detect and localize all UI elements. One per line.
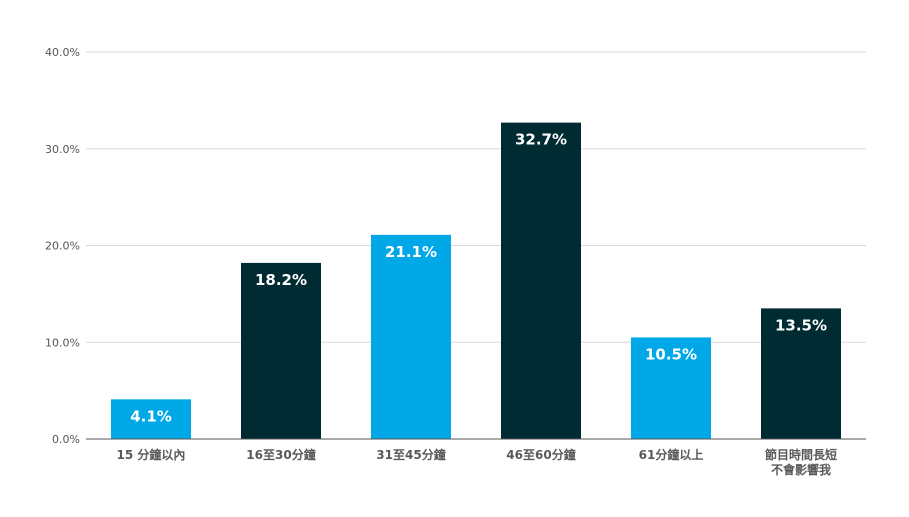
bar-value-label: 32.7% xyxy=(515,131,567,149)
y-tick-label: 0.0% xyxy=(52,433,80,446)
y-axis-ticks: 0.0% 10.0% 20.0% 30.0% 40.0% xyxy=(45,46,80,446)
bar xyxy=(241,262,321,439)
bar xyxy=(631,337,711,439)
x-category-label: 不會影響我 xyxy=(771,462,831,477)
bar-value-label: 10.5% xyxy=(645,345,697,363)
x-category-label: 16至30分鐘 xyxy=(246,447,315,462)
bar-value-label: 18.2% xyxy=(255,271,307,289)
y-tick-label: 40.0% xyxy=(45,46,80,59)
x-category-label: 61分鐘以上 xyxy=(639,447,704,462)
y-tick-label: 30.0% xyxy=(45,143,80,156)
bar-value-label: 13.5% xyxy=(775,316,827,334)
grid-layer xyxy=(86,51,866,343)
bar xyxy=(501,122,581,439)
bars xyxy=(111,122,841,439)
bar xyxy=(111,399,191,439)
y-tick-label: 20.0% xyxy=(45,240,80,253)
x-category-label: 節目時間長短 xyxy=(765,447,837,462)
bar-value-label: 4.1% xyxy=(130,407,172,425)
bar-value-label: 21.1% xyxy=(385,243,437,261)
x-category-label: 15 分鐘以內 xyxy=(117,447,186,462)
x-category-label: 46至60分鐘 xyxy=(506,447,575,462)
value-labels: 4.1% 18.2% 21.1% 32.7% 10.5% 13.5% xyxy=(130,131,827,426)
bar xyxy=(761,308,841,439)
y-tick-label: 10.0% xyxy=(45,336,80,349)
x-axis-categories: 15 分鐘以內 16至30分鐘 31至45分鐘 46至60分鐘 61分鐘以上 節目時間長短… xyxy=(117,447,837,477)
x-category-label: 31至45分鐘 xyxy=(376,447,445,462)
bar xyxy=(371,234,451,439)
